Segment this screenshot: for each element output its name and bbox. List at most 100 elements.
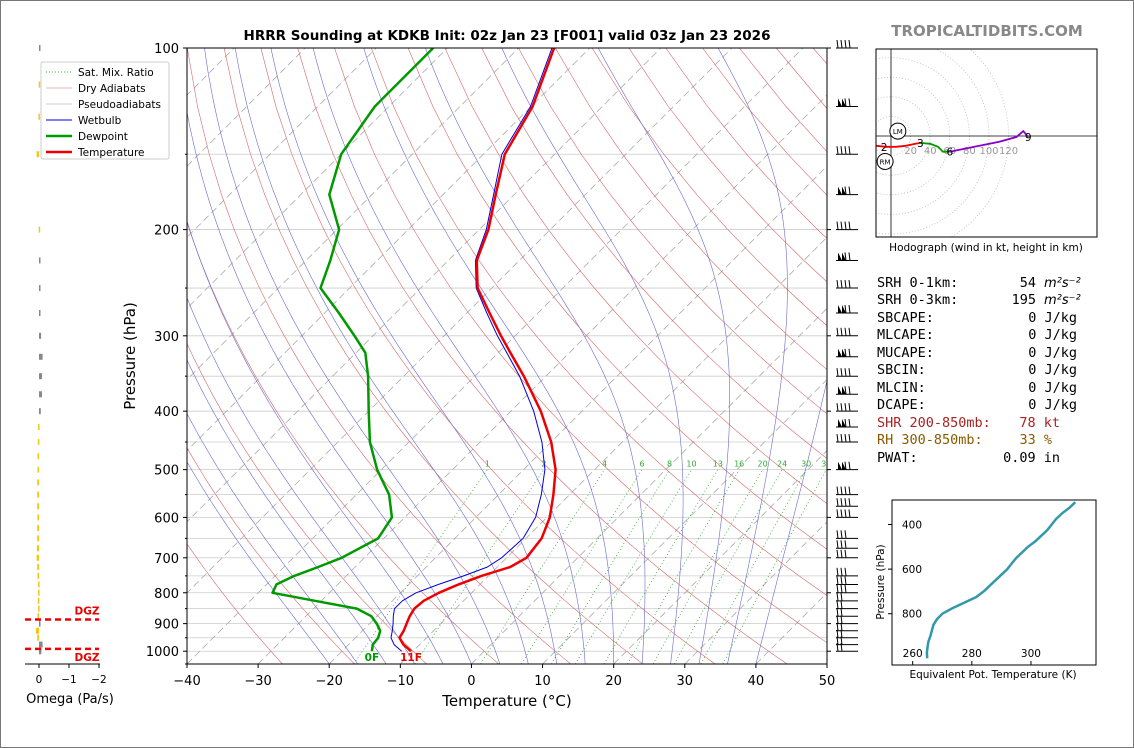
dry-adiabat (297, 48, 788, 664)
srh-01-unit: m²s⁻² (1044, 276, 1081, 291)
storm-motion-marker (876, 152, 894, 170)
legend-wetbulb: Wetbulb (78, 115, 122, 127)
theta-e-line (925, 501, 1077, 659)
dry-adiabat (187, 342, 427, 664)
omega-bar (39, 285, 41, 292)
wind-barb (836, 221, 858, 231)
theta-e-y-label: Pressure (hPa) (875, 544, 887, 619)
mixing-ratio-line (603, 469, 719, 664)
srh-03-unit: m²s⁻² (1044, 293, 1081, 308)
x-tick-label: 50 (819, 674, 836, 689)
pseudoadiabat (187, 413, 358, 664)
pseudoadiabat (270, 48, 558, 664)
theta-e-frame (891, 499, 1097, 666)
wetbulb-line (390, 48, 553, 652)
wind-barb (836, 279, 858, 289)
wind-barb (836, 327, 858, 337)
theta-e-x-tick-label: 280 (962, 648, 982, 660)
storm-motion-label: RM (880, 158, 891, 166)
chart-title: HRRR Sounding at KDKB Init: 02z Jan 23 [… (244, 28, 771, 44)
dry-adiabat (481, 48, 827, 459)
wind-barb (836, 386, 858, 395)
dry-adiabat (334, 48, 827, 644)
omega-bar (37, 525, 39, 532)
isotherm (257, 94, 827, 664)
wind-barb (836, 461, 858, 471)
mucape-label: MUCAPE: (877, 345, 934, 361)
omega-bar (37, 613, 39, 620)
y-tick-label: 500 (154, 464, 179, 479)
wind-barb (836, 418, 858, 428)
omega-bar (38, 581, 40, 588)
hodograph-ring-label: 100 (979, 146, 998, 157)
hodograph-ring-label: 80 (963, 146, 976, 157)
omega-bar (39, 373, 42, 380)
omega-bar (38, 424, 40, 431)
dry-adiabat (518, 48, 827, 415)
pseudoadiabat (755, 379, 827, 664)
y-tick-label: 100 (154, 42, 179, 57)
y-tick-label: 200 (154, 224, 179, 239)
omega-tick-label: −1 (61, 674, 76, 686)
omega-bar (39, 45, 41, 51)
dry-adiabat (187, 221, 499, 664)
omega-bar (38, 605, 40, 612)
wind-barb (836, 486, 858, 496)
dry-adiabat (775, 48, 827, 109)
dgz-label: DGZ (75, 652, 100, 664)
srh-01-value: 54 (1020, 275, 1036, 291)
x-tick-label: −40 (173, 674, 200, 689)
hodograph-frame (875, 48, 1098, 238)
wind-barb (836, 600, 858, 610)
omega-bar (38, 113, 40, 120)
pseudoadiabat (363, 48, 615, 664)
mixing-ratio-line (674, 469, 783, 664)
dry-adiabat (187, 48, 571, 664)
omega-bar (39, 620, 41, 627)
isotherm (187, 48, 590, 452)
omega-bar (39, 310, 41, 317)
wind-barb (836, 576, 858, 585)
pseudoadiabat (234, 48, 529, 664)
wind-barb (836, 509, 858, 518)
hodograph-height-label: 6 (946, 147, 953, 159)
hodograph-ring-label: 20 (904, 146, 917, 157)
theta-e-x-label: Equivalent Pot. Temperature (K) (909, 669, 1076, 681)
mixing-ratio-label: 24 (777, 460, 787, 469)
isotherm (187, 48, 519, 381)
dewpoint-line (271, 48, 435, 652)
pseudoadiabat (597, 48, 731, 664)
indices-panel: SRH 0-1km: 54 m²s⁻² SRH 0-3km: 195 m²s⁻²… (877, 275, 1081, 466)
isotherm (542, 379, 827, 664)
skewt-x-label: Temperature (°C) (441, 692, 571, 710)
dry-adiabat (260, 48, 716, 664)
dry-adiabat (812, 48, 827, 65)
theta-e-y-tick-label: 400 (902, 520, 922, 532)
omega-bar (37, 453, 39, 460)
hodograph-height-label: 9 (1025, 132, 1032, 144)
pseudoadiabat (204, 48, 501, 664)
mixing-ratio-label: 4 (602, 460, 607, 469)
y-tick-label: 1000 (146, 645, 179, 660)
x-tick-label: 0 (467, 674, 475, 689)
pseudoadiabat (187, 110, 472, 664)
y-tick-label: 900 (154, 618, 179, 633)
omega-bar (37, 572, 39, 579)
mixing-ratio-label: 20 (758, 460, 768, 469)
omega-bar (38, 81, 41, 88)
omega-bar (37, 597, 40, 604)
omega-bar (39, 391, 42, 398)
hodograph-ring-label: 40 (924, 146, 937, 157)
surface-temperature-label: 11F (400, 652, 422, 664)
omega-bar (39, 353, 43, 360)
wind-barb (836, 304, 858, 314)
x-tick-label: −10 (387, 674, 414, 689)
omega-bar (37, 491, 39, 498)
mucape-value: 0 J/kg (1028, 345, 1077, 361)
pwat-value: 0.09 in (1003, 450, 1060, 466)
mlcin-label: MLCIN: (877, 380, 926, 396)
theta-e-x-tick-label: 260 (903, 648, 923, 660)
mixing-ratio-line (627, 469, 740, 664)
omega-bar (36, 554, 39, 561)
